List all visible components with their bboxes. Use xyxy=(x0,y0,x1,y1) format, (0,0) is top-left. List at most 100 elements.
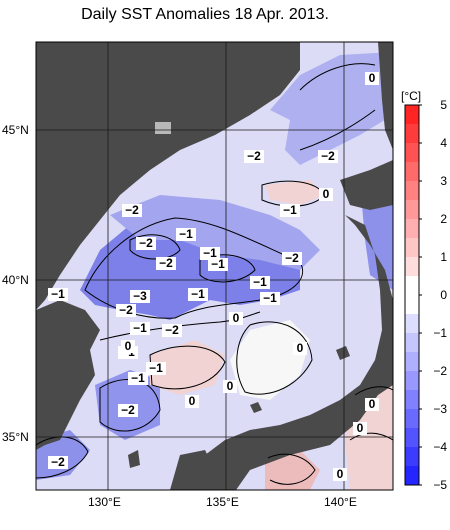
colorbar-step xyxy=(405,257,419,277)
land-honshu xyxy=(180,215,393,490)
contour-label-text: 0 xyxy=(337,467,344,481)
contour-label: −2 xyxy=(244,149,264,163)
contour-line xyxy=(36,436,89,479)
contour-label-box xyxy=(136,237,156,250)
colorbar-tick-label: −2 xyxy=(433,364,447,378)
contour-label-text: −1 xyxy=(253,275,267,289)
contour-label: −1 xyxy=(280,203,300,217)
colorbar-step xyxy=(405,466,419,486)
anomaly-region-coastal-near-zero xyxy=(230,320,310,400)
contour-label-text: −1 xyxy=(203,246,217,260)
colorbar-tick-label: −5 xyxy=(433,478,447,492)
map-title: Daily SST Anomalies 18 Apr. 2013. xyxy=(81,6,329,23)
contour-label-text: −2 xyxy=(125,203,139,217)
contour-label: 0 xyxy=(293,341,307,355)
contour-label: −1 xyxy=(146,361,166,375)
contour-label: 0 xyxy=(121,339,135,353)
colorbar-step xyxy=(405,314,419,334)
colorbar-ticks: 5 4 3 2 1 0 −1 −2 −3 −4 −5 xyxy=(419,98,447,492)
contour-line xyxy=(267,453,316,485)
contour-label: −1 xyxy=(250,275,270,289)
contour-label-text: 0 xyxy=(323,187,330,201)
lat-label-40n: 40°N xyxy=(2,273,29,287)
contour-label-text: −2 xyxy=(321,149,335,163)
contour-label: −1 xyxy=(130,321,150,335)
colorbar-tick-label: 1 xyxy=(440,250,447,264)
anomaly-region-north-negative xyxy=(270,52,393,165)
contour-label-box xyxy=(229,312,243,325)
colorbar-tick-label: 0 xyxy=(440,288,447,302)
colorbar-step xyxy=(405,181,419,201)
contour-label-text: −2 xyxy=(139,236,153,250)
contour-label-text: 0 xyxy=(369,71,376,85)
contour-label-text: −1 xyxy=(283,203,297,217)
contour-label-text: −1 xyxy=(51,287,65,301)
contour-label-layer: −2−2−2−2−1−1−2−1−1−3−2−1 −2−1−1−2−1−2 −2−1… xyxy=(48,71,379,481)
contour-label-box xyxy=(48,456,68,469)
contour-label: −2 xyxy=(118,403,138,417)
colorbar-step xyxy=(405,390,419,410)
map-area xyxy=(36,42,393,490)
colorbar-tick-label: 5 xyxy=(440,98,447,112)
land-small-lake xyxy=(155,122,171,134)
contour-label-box xyxy=(208,258,228,271)
map-frame xyxy=(35,41,394,491)
contour-label-text: 0 xyxy=(227,379,234,393)
contour-label-text: 0 xyxy=(189,394,196,408)
lon-label-140e: 140°E xyxy=(324,495,357,509)
contour-label-box xyxy=(250,276,270,289)
contour-label: 0 xyxy=(365,71,379,85)
colorbar-step xyxy=(405,276,419,296)
contour-label-text: −1 xyxy=(131,371,145,385)
contour-label-box xyxy=(128,372,148,385)
contour-label-text: −1 xyxy=(149,361,163,375)
contour-label-box xyxy=(162,324,182,337)
anomaly-region-tsushima-positive xyxy=(265,450,320,490)
colorbar-tick-label: −4 xyxy=(433,440,447,454)
colorbar-step xyxy=(405,409,419,429)
contour-label-text: −2 xyxy=(247,149,261,163)
colorbar-tick-label: −3 xyxy=(433,402,447,416)
contour-label-text: 0 xyxy=(125,339,132,353)
contour-label: 0 xyxy=(353,421,367,435)
contour-label: −1 xyxy=(260,291,280,305)
contour-line xyxy=(299,63,376,151)
contour-label-text: −1 xyxy=(263,291,277,305)
colorbar-step xyxy=(405,352,419,372)
colorbar-tick-label: 3 xyxy=(440,174,447,188)
lon-label-135e: 135°E xyxy=(206,495,239,509)
contour-label-box xyxy=(318,150,338,163)
contour-line xyxy=(349,386,393,441)
contour-label: −2 xyxy=(116,303,136,317)
contour-label: 0 xyxy=(365,397,379,411)
contour-label-box xyxy=(280,204,300,217)
colorbar-step xyxy=(405,143,419,163)
contour-label-text: −1 xyxy=(179,227,193,241)
contour-label-box xyxy=(188,288,208,301)
contour-line xyxy=(236,321,313,395)
contour-label-text: −2 xyxy=(51,455,65,469)
contour-label-box xyxy=(146,362,166,375)
contour-label: 0 xyxy=(223,379,237,393)
contour-label: −2 xyxy=(162,323,182,337)
contour-label: −3 xyxy=(130,289,150,303)
colorbar-step xyxy=(405,238,419,258)
lat-label-35n: 35°N xyxy=(2,430,29,444)
colorbar-tick-label: 4 xyxy=(440,136,447,150)
contour-label: −1 xyxy=(188,287,208,301)
contour-label: −1 xyxy=(176,227,196,241)
colorbar-step xyxy=(405,333,419,353)
graticule xyxy=(36,42,393,490)
contour-label-box xyxy=(48,288,68,301)
colorbar-step xyxy=(405,162,419,182)
contour-label: 0 xyxy=(185,394,199,408)
contour-line xyxy=(99,379,161,432)
contour-label-box xyxy=(200,247,220,260)
lat-label-45n: 45°N xyxy=(2,123,29,137)
contour-label-text: −2 xyxy=(159,256,173,270)
anomaly-region-northwest-positive xyxy=(265,180,325,205)
lon-label-130e: 130°E xyxy=(88,495,121,509)
contour-line xyxy=(84,217,303,319)
contour-label: 0 xyxy=(229,311,243,325)
